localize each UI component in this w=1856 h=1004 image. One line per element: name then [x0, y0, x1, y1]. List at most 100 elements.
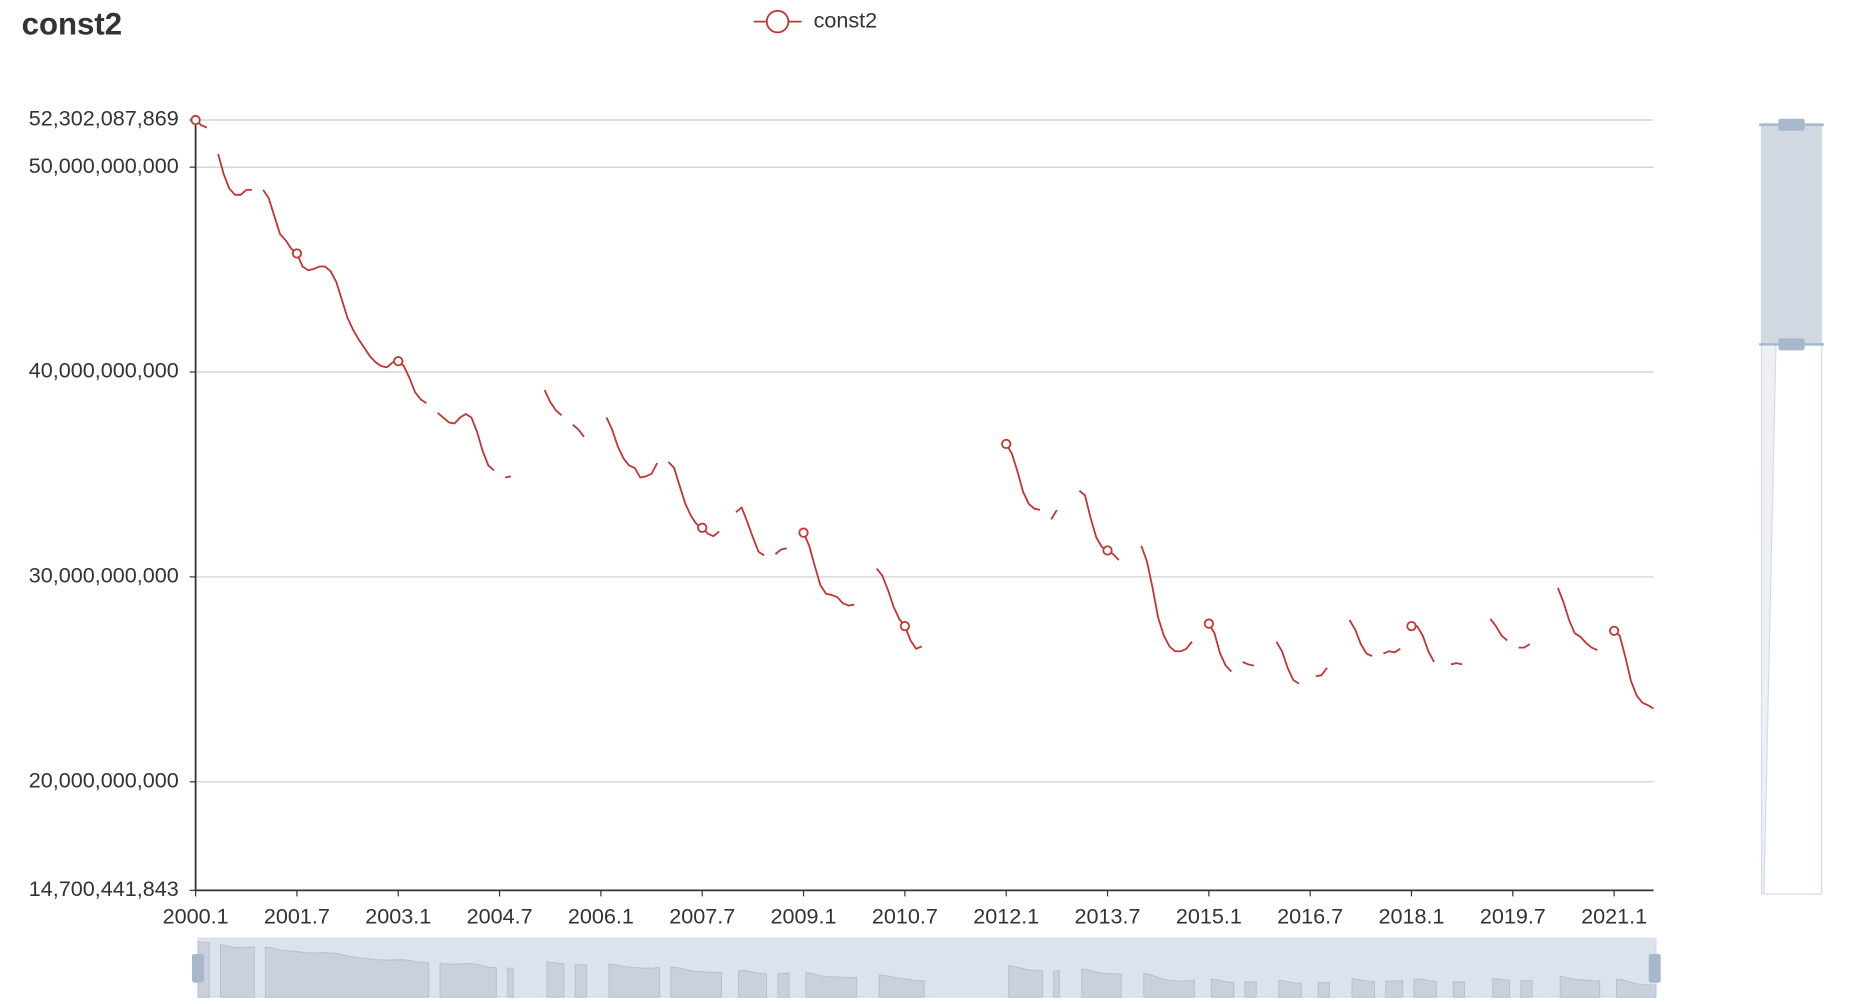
legend-label[interactable]: const2 [814, 7, 878, 32]
data-point [1609, 625, 1620, 636]
series-line [667, 461, 720, 538]
chart-title: const2 [22, 7, 123, 42]
zoom-handle[interactable] [1778, 338, 1805, 351]
y-tick-label: 20,000,000,000 [29, 767, 179, 792]
series-line [1140, 545, 1193, 653]
x-tick-label: 2009.1 [771, 904, 837, 929]
zoom-shadow [197, 941, 1657, 998]
series-line [262, 189, 427, 404]
x-tick-label: 2015.1 [1176, 904, 1242, 929]
x-tick-label: 2019.7 [1480, 904, 1546, 929]
x-tick-label: 2012.1 [973, 904, 1039, 929]
x-tick-label: 2003.1 [365, 904, 431, 929]
x-tick-label: 2004.7 [467, 904, 533, 929]
zoom-handle[interactable] [1778, 118, 1805, 131]
y-tick-label: 50,000,000,000 [29, 153, 179, 178]
zoom-shadow-area [1452, 981, 1466, 998]
zoom-shadow-area [1559, 975, 1601, 998]
series-line [1489, 618, 1508, 642]
legend[interactable]: const2 [753, 7, 878, 34]
zoom-shadow-area [574, 963, 587, 998]
data-point [190, 114, 201, 126]
x-tick-label: 2016.7 [1277, 904, 1343, 929]
series-line [572, 424, 585, 438]
x-tick-label: 2010.7 [872, 904, 938, 929]
zoom-shadow-area [1143, 972, 1195, 998]
zoom-shadow-area [1492, 978, 1511, 998]
y-tick-label: 14,700,441,843 [29, 876, 179, 901]
x-tick-label: 2006.1 [568, 904, 634, 929]
data-point [1001, 438, 1012, 450]
zoom-shadow-area [670, 966, 722, 998]
zoom-shadow-area [220, 943, 255, 998]
zoom-shadow-area [1413, 978, 1437, 998]
series-line [1208, 623, 1233, 673]
series-line [1078, 489, 1120, 561]
x-tick-label: 2000.1 [163, 904, 229, 929]
y-tick-label: 40,000,000,000 [29, 358, 179, 383]
series-line [505, 475, 512, 479]
series-line [1613, 630, 1655, 710]
series-line [1557, 587, 1598, 651]
zoom-shadow-area [1317, 981, 1330, 998]
series-line [217, 153, 252, 196]
series-line [1383, 648, 1401, 655]
y-tick-label: 30,000,000,000 [29, 563, 179, 588]
series-line [1275, 641, 1300, 685]
data-point [1406, 620, 1417, 632]
data-point [1203, 618, 1214, 629]
series-line [1348, 619, 1373, 657]
data-point [798, 527, 809, 538]
series-line [1315, 667, 1328, 678]
zoom-shadow-area [507, 967, 514, 998]
x-tick-label: 2021.1 [1581, 904, 1647, 929]
zoom-shadow-area [805, 971, 858, 998]
zoom-shadow-area [777, 972, 790, 998]
x-tick-label: 2013.7 [1075, 904, 1141, 929]
data-point [1102, 545, 1113, 556]
zoom-shadow-area [878, 974, 925, 998]
series-line [437, 412, 495, 472]
series-line [543, 389, 563, 416]
series-line [774, 547, 787, 555]
zoom-shadow-area [1210, 978, 1235, 998]
x-tick-label: 2007.7 [669, 904, 735, 929]
series-line [802, 532, 855, 607]
zoom-shadow-area [1008, 965, 1043, 998]
series-line [735, 506, 765, 557]
data-point [697, 522, 708, 533]
zoom-shadow-area [546, 961, 565, 998]
zoom-shadow-area [1081, 968, 1122, 998]
series-line [876, 567, 923, 650]
y-tick-label: 52,302,087,869 [29, 106, 179, 131]
zoom-shadow-area [1244, 981, 1257, 998]
zoom-shadow-area [1520, 979, 1533, 998]
x-tick-label: 2001.7 [264, 904, 330, 929]
zoom-shadow-area [265, 946, 430, 998]
series-line [605, 417, 658, 479]
zoom-shadow-area [1385, 980, 1404, 998]
data-point [899, 620, 910, 632]
grid: 14,700,441,843 20,000,000,000 30,000,000,0… [29, 106, 1654, 901]
zoom-shadow-area [1278, 979, 1302, 998]
zoom-shadow-area [737, 969, 768, 998]
zoom-shadow-area [439, 962, 497, 998]
x-tick-label: 2018.1 [1378, 904, 1444, 929]
series-line [1005, 443, 1041, 511]
zoom-window-right[interactable] [1761, 123, 1822, 345]
zoom-shadow-area [1053, 970, 1060, 998]
zoom-shadow-area [1351, 978, 1375, 998]
series-line [1411, 625, 1435, 663]
series-line [1518, 643, 1531, 649]
zoom-handle[interactable] [1648, 953, 1661, 983]
series-line [1242, 661, 1255, 667]
series-line [1050, 509, 1058, 520]
data-point [291, 248, 303, 259]
zoom-handle[interactable] [192, 953, 205, 983]
series-line [1450, 662, 1463, 666]
zoom-shadow-area [608, 963, 661, 998]
zoom-shadow-area [1616, 978, 1657, 998]
data-point [393, 356, 404, 367]
